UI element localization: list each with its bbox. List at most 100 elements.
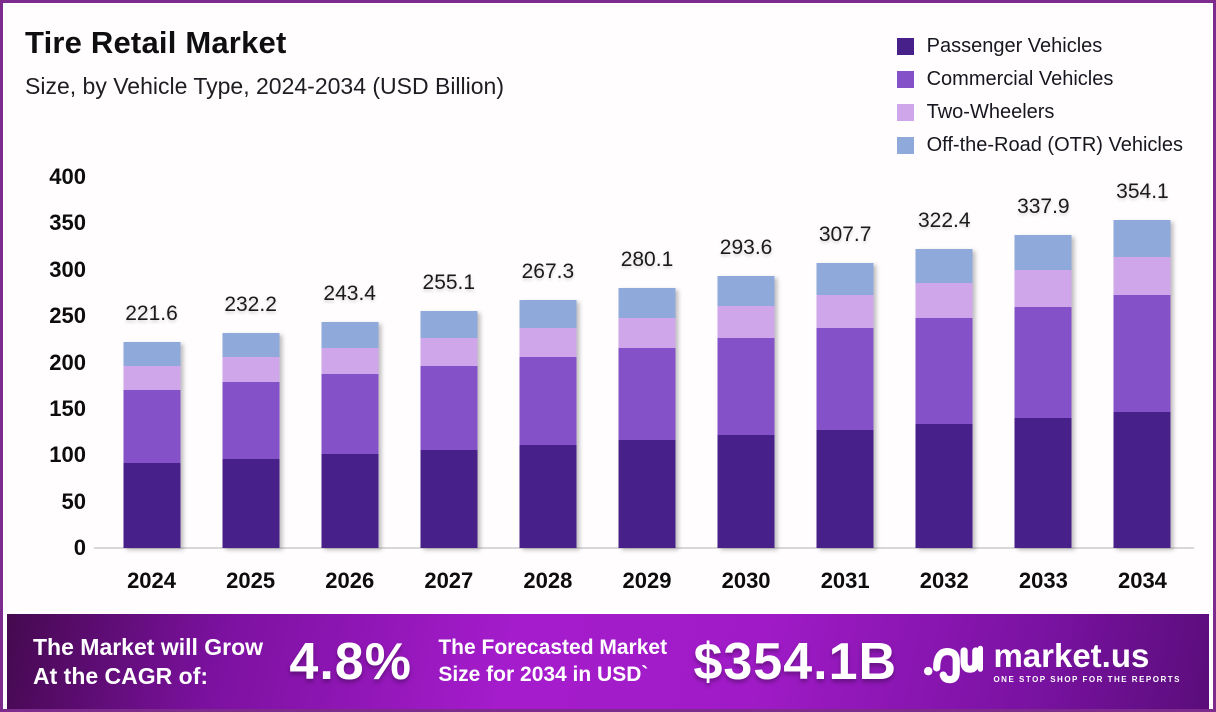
bar-total-label: 293.6 [719,235,773,259]
stacked-bar-2025 [222,332,280,548]
bar-chart-plot: 0 50 100 150 200 250 300 350 400 221.6 2024 232.2 20… [49,164,1194,593]
bar-segment-two-wheelers [222,356,280,383]
x-axis-line [94,547,1194,549]
bar-segment-off-the-road-otr-vehicles [222,332,280,357]
bar-total-label: 243.4 [323,282,376,306]
x-axis-label: 2034 [1117,568,1167,593]
bar-segment-commercial-vehicles [1014,306,1072,418]
legend-item: Off-the-Road (OTR) Vehicles [896,129,1183,162]
bar-segment-passenger-vehicles [1014,417,1072,548]
bar-segment-commercial-vehicles [123,389,181,463]
bar-group-2027: 255.1 2027 [399,177,498,593]
stacked-bar-2026 [321,322,379,548]
x-axis-label: 2033 [1018,568,1068,593]
bar-segment-commercial-vehicles [717,338,775,436]
bar-total-label: 354.1 [1116,179,1169,203]
bar-segment-commercial-vehicles [1113,295,1171,412]
x-axis-label: 2031 [820,568,870,593]
x-axis-label: 2028 [523,568,573,593]
y-axis-tick: 0 [73,535,86,560]
bar-segment-passenger-vehicles [123,462,181,548]
bar-segment-off-the-road-otr-vehicles [816,262,874,295]
legend-item: Two-Wheelers [896,96,1183,129]
x-axis-label: 2024 [127,568,177,593]
brand-logo: market.us ONE STOP SHOP FOR THE REPORTS [923,636,1181,688]
bar-segment-two-wheelers [816,294,874,329]
x-axis-label: 2027 [424,568,474,593]
bar-segment-passenger-vehicles [717,435,775,548]
bar-segment-off-the-road-otr-vehicles [123,342,181,366]
bar-segment-commercial-vehicles [915,317,973,424]
brand-name: market.us [993,637,1150,674]
bar-segment-off-the-road-otr-vehicles [1113,219,1171,257]
bar-segment-off-the-road-otr-vehicles [321,322,379,348]
brand-tagline: ONE STOP SHOP FOR THE REPORTS [993,675,1181,684]
bar-total-label: 255.1 [422,271,476,295]
bar-total-label: 337.9 [1017,194,1070,218]
bar-segment-passenger-vehicles [816,429,874,548]
x-axis-label: 2029 [622,568,672,593]
x-axis-label: 2030 [721,568,771,593]
stacked-bar-2027 [420,311,478,548]
bar-segment-commercial-vehicles [519,357,577,446]
x-axis-label: 2025 [226,568,276,593]
bar-segment-off-the-road-otr-vehicles [618,288,676,318]
chart-legend: Passenger Vehicles Commercial Vehicles Two… [896,30,1183,162]
bar-segment-passenger-vehicles [519,445,577,548]
bar-segment-two-wheelers [1014,269,1072,307]
bar-group-2024: 221.6 2024 [102,177,201,593]
stacked-bar-2024 [123,342,181,548]
cagr-caption-line1: The Market will Grow [33,634,264,661]
x-axis-label: 2026 [325,568,375,593]
stacked-bar-2030 [717,275,775,548]
bar-segment-two-wheelers [123,365,181,390]
cagr-caption: The Market will Grow At the CAGR of: [33,633,263,689]
bar-total-label: 307.7 [818,222,872,246]
bar-segment-off-the-road-otr-vehicles [1014,234,1072,270]
bar-segment-commercial-vehicles [816,328,874,430]
y-axis-tick: 300 [49,256,86,282]
forecast-caption: The Forecasted Market Size for 2034 in U… [438,635,667,688]
y-axis-tick: 200 [49,349,86,375]
bar-segment-passenger-vehicles [1113,411,1171,548]
y-axis-tick: 100 [49,442,86,468]
bar-group-2032: 322.4 2032 [895,177,994,593]
bar-segment-two-wheelers [618,317,676,348]
bar-segment-passenger-vehicles [420,449,478,548]
stacked-bar-2028 [519,300,577,548]
bar-segment-passenger-vehicles [222,458,280,548]
bar-segment-two-wheelers [519,328,577,358]
legend-label: Two-Wheelers [926,101,1055,123]
bar-segment-off-the-road-otr-vehicles [717,275,775,307]
bar-group-2028: 267.3 2028 [498,177,597,593]
bar-segment-passenger-vehicles [915,423,973,548]
bar-segment-two-wheelers [321,347,379,375]
legend-label: Off-the-Road (OTR) Vehicles [926,134,1183,156]
footer-banner: The Market will Grow At the CAGR of: 4.8… [7,614,1209,709]
y-axis-tick: 50 [61,488,86,514]
bar-segment-off-the-road-otr-vehicles [519,300,577,329]
bar-segment-two-wheelers [717,306,775,339]
bar-group-2030: 293.6 2030 [697,177,796,593]
bar-segment-commercial-vehicles [618,347,676,441]
bar-segment-two-wheelers [915,282,973,318]
legend-label: Passenger Vehicles [926,35,1103,57]
bar-segment-passenger-vehicles [618,440,676,548]
legend-item: Commercial Vehicles [896,63,1183,96]
cagr-value: 4.8% [289,632,412,691]
y-axis-tick: 350 [49,210,86,236]
chart-subtitle: Size, by Vehicle Type, 2024-2034 (USD Bi… [25,73,505,99]
stacked-bar-2033 [1014,234,1072,548]
y-axis-tick: 250 [49,303,86,329]
chart-header: Tire Retail Market Size, by Vehicle Type… [25,25,504,100]
bar-segment-two-wheelers [1113,256,1171,296]
bar-segment-off-the-road-otr-vehicles [420,311,478,339]
bar-segment-commercial-vehicles [420,365,478,450]
bar-segment-off-the-road-otr-vehicles [915,249,973,283]
y-axis-tick: 150 [49,395,86,421]
stacked-bar-2031 [816,262,874,548]
page-title: Tire Retail Market [25,25,287,60]
bar-segment-two-wheelers [420,338,478,366]
x-axis-label: 2032 [919,568,969,593]
